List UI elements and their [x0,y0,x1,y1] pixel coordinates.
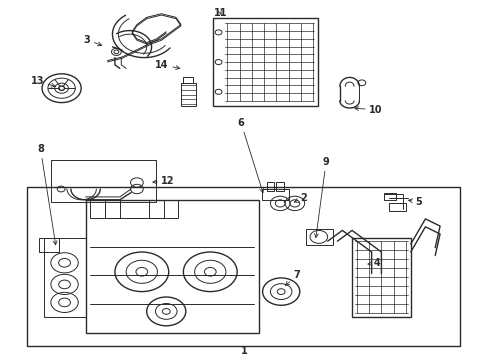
Bar [27,187,459,346]
Text: 2: 2 [294,193,307,203]
Bar [212,18,317,106]
Bar [90,200,149,218]
Text: 9: 9 [314,157,329,238]
Bar [388,203,405,211]
Text: 1: 1 [241,346,247,356]
Bar [183,77,193,83]
Bar [44,238,85,317]
Text: 7: 7 [285,270,300,285]
Circle shape [162,309,170,314]
Text: 14: 14 [155,60,180,70]
Text: 13: 13 [30,76,55,87]
Text: 11: 11 [213,8,227,18]
Text: 6: 6 [237,118,263,193]
Bar [276,182,283,191]
Text: 4: 4 [367,258,380,268]
Circle shape [204,267,216,276]
Text: 5: 5 [408,197,422,207]
Bar [351,238,410,317]
Bar [261,189,288,200]
Text: 10: 10 [354,105,382,115]
Bar [39,238,59,252]
Circle shape [136,267,147,276]
Text: 12: 12 [153,176,175,186]
Circle shape [277,289,285,294]
Bar [266,182,273,191]
Bar [120,200,178,218]
Bar [105,200,163,218]
Text: 8: 8 [37,144,57,245]
Bar [383,193,395,200]
Bar [85,200,259,333]
Bar [181,83,195,106]
Bar [305,229,332,245]
Circle shape [59,86,64,90]
Bar [51,160,156,202]
Text: 3: 3 [83,35,102,46]
